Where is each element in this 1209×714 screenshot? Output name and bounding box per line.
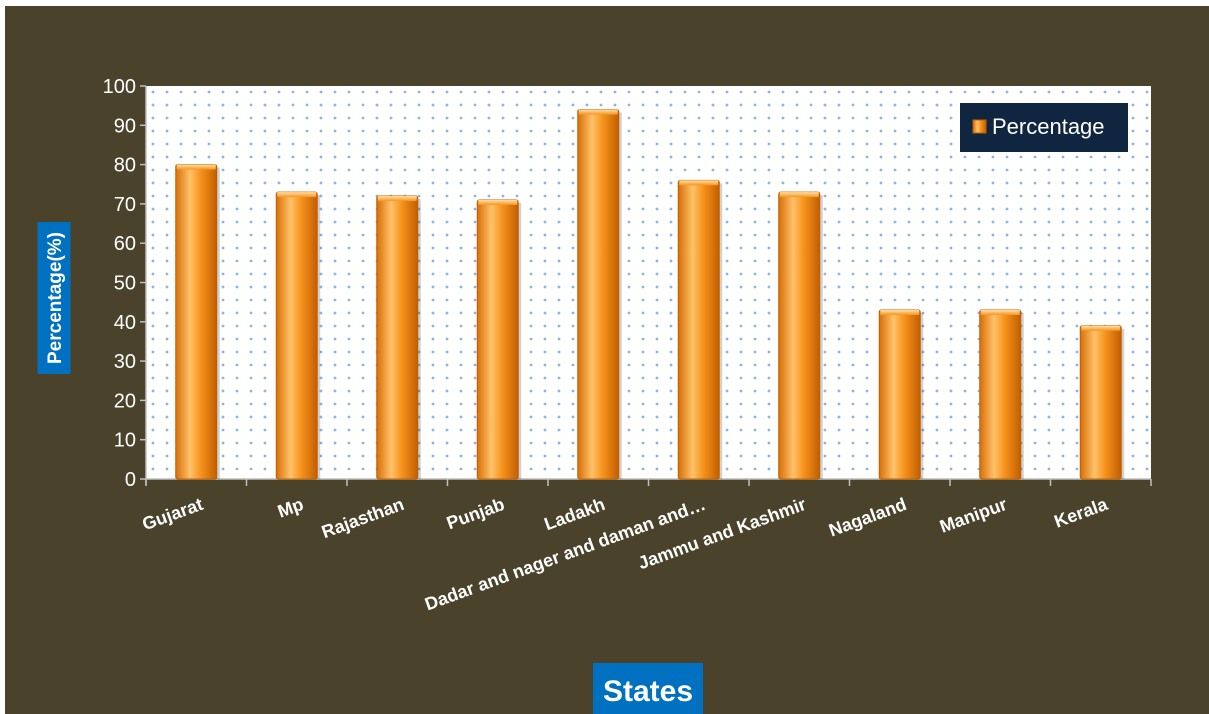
y-tick-label: 60 (114, 233, 136, 255)
x-tick-label: Kerala (1052, 494, 1111, 532)
bar (778, 191, 823, 480)
bar (677, 179, 723, 480)
x-tick-label: Nagaland (826, 494, 909, 541)
y-tick-label: 100 (103, 76, 136, 98)
x-tick-label: Punjab (444, 494, 507, 533)
y-tick-label: 30 (114, 351, 136, 373)
y-tick-label: 0 (125, 469, 136, 491)
bar-chart: 0 10 20 30 40 50 60 70 80 90 100 Gujarat Mp Rajastha… (37, 76, 1152, 714)
x-tick-label: Mp (275, 494, 306, 522)
x-tick-label: Jammu and Kashmir (635, 494, 808, 573)
bar (175, 164, 220, 480)
y-tick-label: 70 (114, 194, 136, 216)
chart-legend: Percentage (960, 103, 1128, 152)
chart-frame: 0 10 20 30 40 50 60 70 80 90 100 Gujarat Mp Rajastha… (5, 6, 1209, 714)
bar (979, 309, 1024, 480)
y-tick-label: 10 (114, 430, 136, 452)
x-tick-label: Rajasthan (319, 494, 407, 542)
y-tick-label: 20 (114, 390, 136, 412)
bar (376, 195, 421, 480)
y-tick-label: 90 (114, 115, 136, 137)
bar (1079, 325, 1125, 480)
bar (476, 199, 522, 480)
bar (275, 191, 321, 480)
x-tick-label: Ladakh (542, 494, 608, 534)
svg-text:Percentage(%): Percentage(%) (45, 232, 66, 364)
bar (878, 309, 924, 480)
y-axis-title: Percentage(%) (37, 222, 71, 374)
x-tick-label: Gujarat (140, 494, 206, 534)
y-tick-label: 50 (114, 273, 136, 295)
x-tick-label: Manipur (937, 494, 1010, 537)
bar (577, 109, 622, 480)
y-tick-label: 40 (114, 312, 136, 334)
legend-swatch (972, 119, 987, 134)
x-axis-title: States (593, 663, 703, 714)
svg-text:States: States (603, 675, 693, 708)
legend-label: Percentage (992, 114, 1105, 139)
y-tick-label: 80 (114, 155, 136, 177)
